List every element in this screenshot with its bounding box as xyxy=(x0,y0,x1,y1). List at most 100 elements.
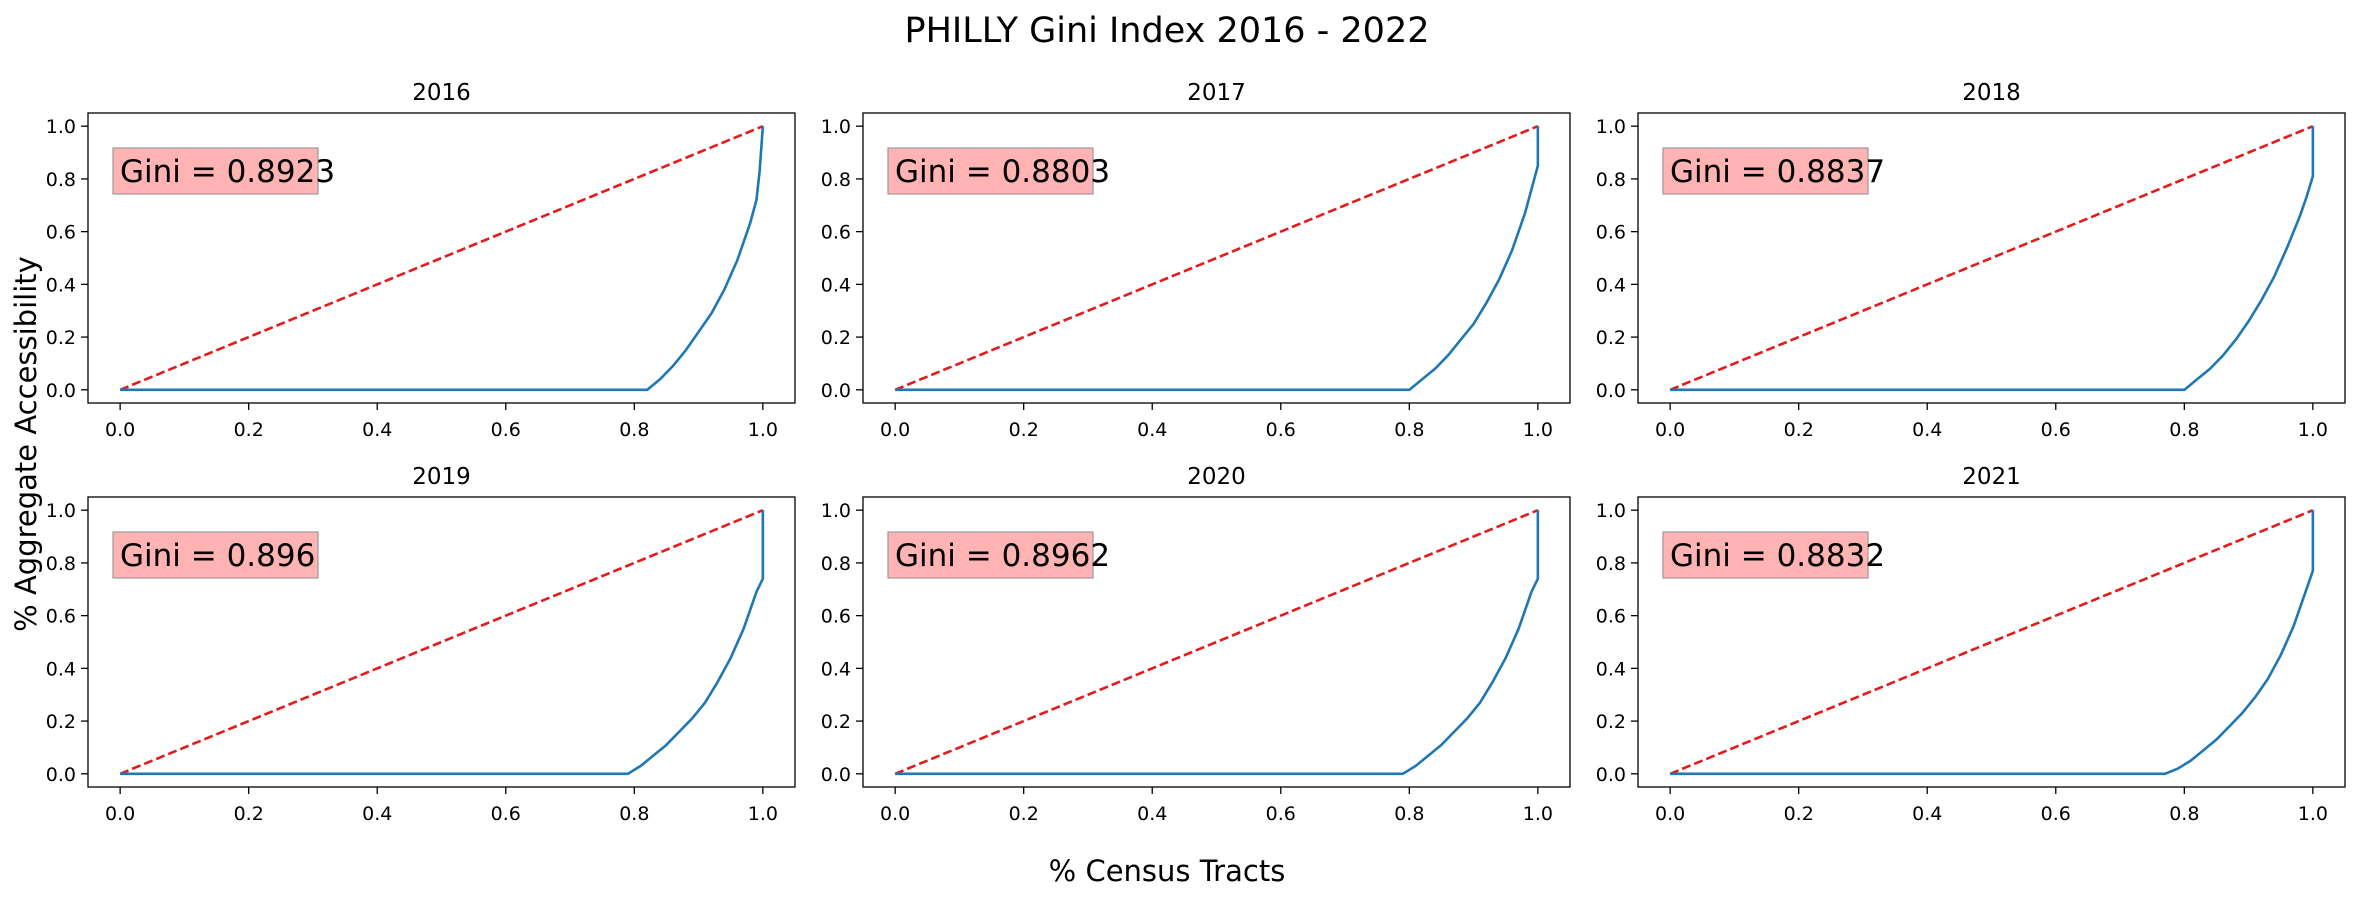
x-axis-label: % Census Tracts xyxy=(1049,854,1286,888)
gini-annotation-box xyxy=(887,147,1094,195)
gini-annotation-box xyxy=(112,531,319,579)
gini-annotation-box xyxy=(112,147,319,195)
gini-annotation-box xyxy=(887,531,1094,579)
x-tick-label: 0.2 xyxy=(1009,803,1039,825)
y-tick-label: 0.2 xyxy=(46,711,76,733)
x-tick-label: 0.4 xyxy=(1912,803,1942,825)
x-tick-label: 0.0 xyxy=(1655,803,1685,825)
gini-annotation: Gini = 0.8803 xyxy=(895,154,1110,190)
y-tick-label: 0.6 xyxy=(821,606,851,628)
x-tick-label: 0.8 xyxy=(1394,419,1424,441)
y-tick-label: 0.8 xyxy=(46,553,76,575)
equality-line xyxy=(1669,508,2314,776)
panel-title: 2021 xyxy=(1962,464,2021,490)
figure-title: PHILLY Gini Index 2016 - 2022 xyxy=(905,11,1430,51)
x-tick-label: 0.4 xyxy=(1912,419,1942,441)
y-tick-label: 1.0 xyxy=(821,500,851,522)
x-tick-label: 1.0 xyxy=(1523,803,1553,825)
y-tick-label: 0.0 xyxy=(46,380,76,402)
y-tick-label: 0.6 xyxy=(46,606,76,628)
x-tick-label: 0.4 xyxy=(1137,419,1167,441)
y-tick-label: 0.2 xyxy=(1596,711,1626,733)
x-tick-label: 0.8 xyxy=(2169,419,2199,441)
x-tick-label: 0.0 xyxy=(880,803,910,825)
x-tick-label: 0.8 xyxy=(619,419,649,441)
lorenz-curve xyxy=(120,510,765,776)
x-tick-label: 0.8 xyxy=(1394,803,1424,825)
y-tick-label: 0.8 xyxy=(821,169,851,191)
axes-frame xyxy=(1637,496,2346,788)
panel-2021: 0.0 0.2 0.4 0.6 0.8 1.0 0.0 0.2 0.4 0.6 0.8 1.0 2021… xyxy=(1596,464,2346,825)
x-tick-label: 0.4 xyxy=(362,803,392,825)
y-tick-label: 0.0 xyxy=(821,380,851,402)
panel-2018: 0.0 0.2 0.4 0.6 0.8 1.0 0.0 0.2 0.4 0.6 0.8 1.0 2018… xyxy=(1596,80,2346,441)
panel-2016: 0.0 0.2 0.4 0.6 0.8 1.0 0.0 0.2 0.4 0.6 0.8 1.0 2016… xyxy=(46,80,796,441)
y-tick-label: 0.6 xyxy=(46,222,76,244)
panel-title: 2020 xyxy=(1187,464,1246,490)
y-tick-label: 0.2 xyxy=(1596,327,1626,349)
x-tick-label: 0.0 xyxy=(105,803,135,825)
x-tick-label: 0.2 xyxy=(1784,803,1814,825)
equality-line xyxy=(119,124,764,392)
axes-frame xyxy=(1637,112,2346,404)
y-tick-label: 0.8 xyxy=(821,553,851,575)
x-tick-label: 0.2 xyxy=(234,419,264,441)
x-tick-label: 0.6 xyxy=(2041,419,2071,441)
y-tick-label: 0.4 xyxy=(1596,274,1626,296)
x-tick-label: 0.8 xyxy=(2169,803,2199,825)
equality-line xyxy=(119,508,764,776)
y-tick-label: 1.0 xyxy=(46,500,76,522)
equality-line xyxy=(894,508,1539,776)
gini-annotation: Gini = 0.8962 xyxy=(895,538,1110,574)
y-tick-label: 0.2 xyxy=(46,327,76,349)
y-tick-label: 0.2 xyxy=(821,327,851,349)
x-tick-label: 1.0 xyxy=(748,803,778,825)
gini-annotation: Gini = 0.896 xyxy=(120,538,315,574)
axes-frame xyxy=(862,112,1571,404)
equality-line xyxy=(1669,124,2314,392)
panel-title: 2019 xyxy=(412,464,471,490)
equality-line xyxy=(894,124,1539,392)
x-tick-label: 0.6 xyxy=(1266,419,1296,441)
gini-annotation-box xyxy=(1662,531,1869,579)
y-tick-label: 0.6 xyxy=(821,222,851,244)
x-tick-label: 0.2 xyxy=(1784,419,1814,441)
x-tick-label: 0.6 xyxy=(2041,803,2071,825)
axes-frame xyxy=(862,496,1571,788)
y-tick-label: 0.6 xyxy=(1596,606,1626,628)
x-tick-label: 0.6 xyxy=(491,803,521,825)
x-tick-label: 1.0 xyxy=(2298,419,2328,441)
y-tick-label: 0.4 xyxy=(46,274,76,296)
lorenz-curve xyxy=(895,126,1540,392)
x-tick-label: 0.6 xyxy=(1266,803,1296,825)
x-tick-label: 1.0 xyxy=(1523,419,1553,441)
y-tick-label: 0.0 xyxy=(46,764,76,786)
x-tick-label: 0.6 xyxy=(491,419,521,441)
gini-annotation-box xyxy=(1662,147,1869,195)
x-tick-label: 0.2 xyxy=(1009,419,1039,441)
x-tick-label: 0.0 xyxy=(1655,419,1685,441)
panel-2020: 0.0 0.2 0.4 0.6 0.8 1.0 0.0 0.2 0.4 0.6 0.8 1.0 2020… xyxy=(821,464,1571,825)
axes-frame xyxy=(87,496,796,788)
y-tick-label: 1.0 xyxy=(821,116,851,138)
y-tick-label: 0.8 xyxy=(46,169,76,191)
y-axis-label: % Aggregate Accessibility xyxy=(9,256,43,632)
gini-annotation: Gini = 0.8832 xyxy=(1670,538,1885,574)
axes-frame xyxy=(87,112,796,404)
panel-title: 2016 xyxy=(412,80,471,106)
x-tick-label: 0.4 xyxy=(362,419,392,441)
lorenz-curve xyxy=(120,126,765,392)
y-tick-label: 0.0 xyxy=(1596,380,1626,402)
y-tick-label: 0.6 xyxy=(1596,222,1626,244)
y-tick-label: 0.8 xyxy=(1596,169,1626,191)
lorenz-curve xyxy=(895,510,1540,776)
y-tick-label: 0.2 xyxy=(821,711,851,733)
x-tick-label: 1.0 xyxy=(2298,803,2328,825)
x-tick-label: 0.0 xyxy=(105,419,135,441)
y-tick-label: 0.4 xyxy=(1596,658,1626,680)
y-tick-label: 0.0 xyxy=(821,764,851,786)
x-tick-label: 1.0 xyxy=(748,419,778,441)
y-tick-label: 0.4 xyxy=(46,658,76,680)
y-tick-label: 0.8 xyxy=(1596,553,1626,575)
